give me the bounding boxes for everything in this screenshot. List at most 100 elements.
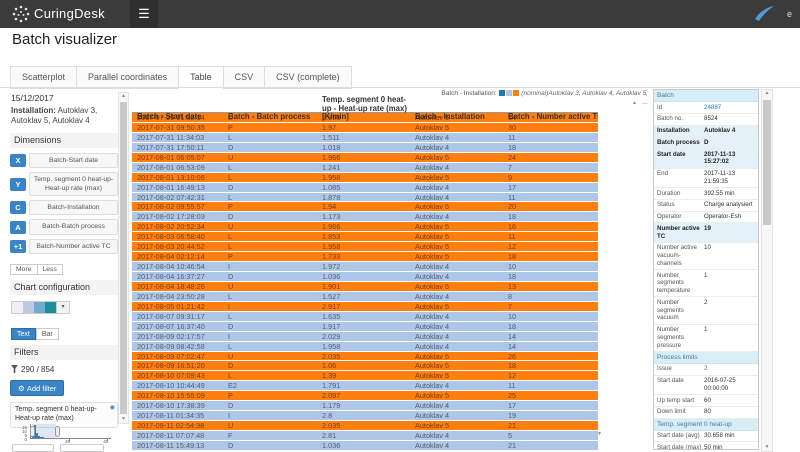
brush-handle-right[interactable] xyxy=(54,426,60,437)
table-row[interactable]: 2017-08-10 15:55:09 P 2.097 Autoklav 5 25 xyxy=(132,391,598,402)
table-row[interactable]: 2017-07-29 01:02:14 L 1.958 Autoklav 5 14 xyxy=(132,113,598,123)
table-row[interactable]: 2017-08-10 17:38:39 D 1.179 Autoklav 4 17 xyxy=(132,401,598,412)
filter-target-icon[interactable]: ◉ xyxy=(109,405,115,412)
table-row[interactable]: 2017-08-10 10:44:49 E2 1.791 Autoklav 4 11 xyxy=(132,381,598,392)
table-cell: 2017-08-05 01:21:42 xyxy=(137,301,205,311)
table-row[interactable]: 2017-08-04 23:50:28 L 1.527 Autoklav 4 8 xyxy=(132,291,598,302)
panel-row-value[interactable]: 2 xyxy=(704,365,708,373)
table-row[interactable]: 2017-08-04 02:12:14 P 1.733 Autoklav 5 18 xyxy=(132,252,598,263)
filter-card[interactable]: Temp. segment 0 heat-up-Heat-up rate (ma… xyxy=(10,402,118,428)
table-row[interactable]: 2017-08-01 16:49:13 D 1.085 Autoklav 4 17 xyxy=(132,182,598,193)
table-row[interactable]: 2017-08-09 07:02:47 U 2.035 Autoklav 5 26 xyxy=(132,351,598,362)
column-header[interactable]: Batch - Batch process xyxy=(228,112,311,122)
table-cell: 18 xyxy=(508,252,517,262)
dimension-row: C Batch-Installation xyxy=(10,200,118,216)
panel-row-value[interactable]: 24887 xyxy=(704,103,722,111)
histogram-brush[interactable] xyxy=(31,424,56,438)
table-row[interactable]: 2017-08-09 02:17:57 I 2.029 Autoklav 4 14 xyxy=(132,331,598,342)
scroll-up-icon[interactable]: ▲ xyxy=(121,93,126,99)
scroll-down-icon[interactable]: ▼ xyxy=(121,416,126,422)
table-cell: U xyxy=(228,421,234,430)
filter-min-input[interactable] xyxy=(12,444,54,452)
column-header[interactable]: Batch - Number active TC xyxy=(508,112,598,122)
table-row[interactable]: 2017-08-03 20:44:52 L 1.958 Autoklav 5 12 xyxy=(132,242,598,253)
dimension-label-button[interactable]: Batch-Batch process xyxy=(29,219,118,235)
legend-color-swatch xyxy=(512,90,519,96)
table-cell: 2017-08-01 06:53:09 xyxy=(137,162,205,172)
histogram-plot[interactable] xyxy=(29,424,111,441)
table-row[interactable]: 2017-08-02 20:52:34 U 1.966 Autoklav 5 16 xyxy=(132,222,598,233)
scroll-down-icon[interactable]: ▼ xyxy=(764,444,770,450)
palette-caret-icon[interactable]: ▾ xyxy=(56,301,69,313)
table-row[interactable]: 2017-08-02 17:28:03 D 1.173 Autoklav 4 18 xyxy=(132,212,598,223)
panel-row: End 2017-11-13 21:59:35 xyxy=(654,169,758,188)
table-row[interactable]: 2017-08-07 09:31:17 L 1.635 Autoklav 4 10 xyxy=(132,311,598,322)
brush-handle-left[interactable] xyxy=(29,426,35,437)
sidebar-scrollbar[interactable]: ▲ ▼ xyxy=(118,92,129,424)
more-button[interactable]: More xyxy=(10,263,38,275)
dimension-axis-badge[interactable]: +1 xyxy=(10,239,26,253)
user-swoosh-icon[interactable] xyxy=(752,5,776,28)
table-row[interactable]: 2017-08-04 18:48:26 U 1.901 Autoklav 5 13 xyxy=(132,281,598,292)
panel-row: Batch process D xyxy=(654,137,758,149)
dimension-axis-badge[interactable]: Y xyxy=(10,177,26,191)
panel-row: Operator Operator-Esh xyxy=(654,212,758,224)
date-field[interactable]: 15/12/2017 xyxy=(11,93,54,103)
tab-parallel-coordinates[interactable]: Parallel coordinates xyxy=(76,66,179,89)
table-row[interactable]: 2017-07-31 17:50:11 D 1.018 Autoklav 4 18 xyxy=(132,142,598,153)
table-row[interactable]: 2017-08-11 15:49:13 D 1.036 Autoklav 4 21 xyxy=(132,440,598,450)
table-row[interactable]: 2017-08-04 16:37:27 D 1.036 Autoklav 4 18 xyxy=(132,272,598,282)
table-row[interactable]: 2017-08-07 16:37:40 D 1.917 Autoklav 4 18 xyxy=(132,321,598,332)
table-cell: 1.036 xyxy=(322,272,341,281)
table-row[interactable]: 2017-08-11 01:34:35 I 2.8 Autoklav 4 19 xyxy=(132,411,598,422)
dimension-axis-badge[interactable]: X xyxy=(10,153,26,167)
scrollbar-thumb[interactable] xyxy=(763,100,771,225)
user-name[interactable]: e xyxy=(787,9,793,19)
table-row[interactable]: 2017-07-31 09:50:35 P 1.97 Autoklav 5 30 xyxy=(132,122,598,133)
legend-value: (nominal)Autoklav 3, Autoklav 4, Autokla… xyxy=(521,90,648,106)
panel-row-value: 10 xyxy=(704,244,711,252)
color-palette-selector[interactable]: ▾ xyxy=(11,300,70,314)
column-header[interactable]: Batch - Installation xyxy=(415,112,485,122)
table-row[interactable]: 2017-08-01 06:05:07 U 1.966 Autoklav 5 24 xyxy=(132,152,598,163)
panel-scrollbar[interactable]: ▲ ▼ xyxy=(761,89,773,452)
tab-csv-complete[interactable]: CSV (complete) xyxy=(264,66,352,89)
table-scroll-down-icon[interactable]: ▼ xyxy=(597,431,602,437)
table-row[interactable]: 2017-08-10 07:09:43 L 1.39 Autoklav 5 12 xyxy=(132,371,598,382)
scrollbar-thumb[interactable] xyxy=(120,102,127,414)
table-row[interactable]: 2017-08-01 13:10:06 L 1.958 Autoklav 5 9 xyxy=(132,172,598,183)
table-row[interactable]: 2017-08-02 07:42:31 L 1.878 Autoklav 4 11 xyxy=(132,192,598,203)
hamburger-menu-icon[interactable]: ☰ xyxy=(130,0,158,28)
table-row[interactable]: 2017-08-01 06:53:09 L 1.241 Autoklav 4 7 xyxy=(132,162,598,173)
table-row[interactable]: 2017-08-11 02:54:38 U 2.035 Autoklav 5 21 xyxy=(132,421,598,431)
dimension-label-button[interactable]: Batch-Start date xyxy=(29,152,118,168)
column-header[interactable]: Batch - Start date xyxy=(137,112,202,122)
table-row[interactable]: 2017-08-11 07:07:48 F 2.81 Autoklav 4 5 xyxy=(132,431,598,441)
text-mode-button[interactable]: Text xyxy=(11,328,36,341)
table-row[interactable]: 2017-08-03 06:58:40 L 1.853 Autoklav 5 11 xyxy=(132,232,598,243)
table-row[interactable]: 2017-08-02 09:55:57 P 1.94 Autoklav 5 20 xyxy=(132,202,598,213)
bar-mode-button[interactable]: Bar xyxy=(35,328,59,341)
table-row[interactable]: 2017-08-05 01:21:42 I 2.917 Autoklav 5 7 xyxy=(132,301,598,312)
add-filter-label: Add filter xyxy=(26,383,57,393)
add-filter-button[interactable]: ⚙ Add filter xyxy=(10,380,65,397)
tab-csv[interactable]: CSV xyxy=(222,66,265,89)
dimension-label-button[interactable]: Batch-Number active TC xyxy=(29,238,118,254)
column-header[interactable]: Temp. segment 0 heat-up - Heat-up rate (… xyxy=(322,95,407,122)
less-button[interactable]: Less xyxy=(37,263,63,275)
scroll-up-icon[interactable]: ▲ xyxy=(764,90,770,96)
table-row[interactable]: 2017-08-09 16:51:20 D 1.06 Autoklav 5 18 xyxy=(132,361,598,372)
tab-scatterplot[interactable]: Scatterplot xyxy=(10,66,77,89)
table-row[interactable]: 2017-08-09 08:42:58 L 1.958 Autoklav 4 14 xyxy=(132,341,598,352)
table-scroll-up-icon[interactable]: ▲ xyxy=(632,100,637,106)
table-row[interactable]: 2017-07-31 11:34:03 L 1.511 Autoklav 4 11 xyxy=(132,132,598,143)
dimension-label-button[interactable]: Temp. segment 0 heat-up-Heat-up rate (ma… xyxy=(29,171,118,197)
filter-max-input[interactable] xyxy=(60,444,104,452)
dimension-axis-badge[interactable]: C xyxy=(10,201,26,215)
panel-row: Start date 2016-07-25 00:00:00 xyxy=(654,376,758,395)
dimension-label-button[interactable]: Batch-Installation xyxy=(29,200,118,216)
dimension-axis-badge[interactable]: A xyxy=(10,220,26,234)
table-row[interactable]: 2017-08-04 10:46:54 I 1.972 Autoklav 4 10 xyxy=(132,262,598,272)
tab-table[interactable]: Table xyxy=(178,66,223,89)
panel-row-label: Start date xyxy=(657,377,684,384)
